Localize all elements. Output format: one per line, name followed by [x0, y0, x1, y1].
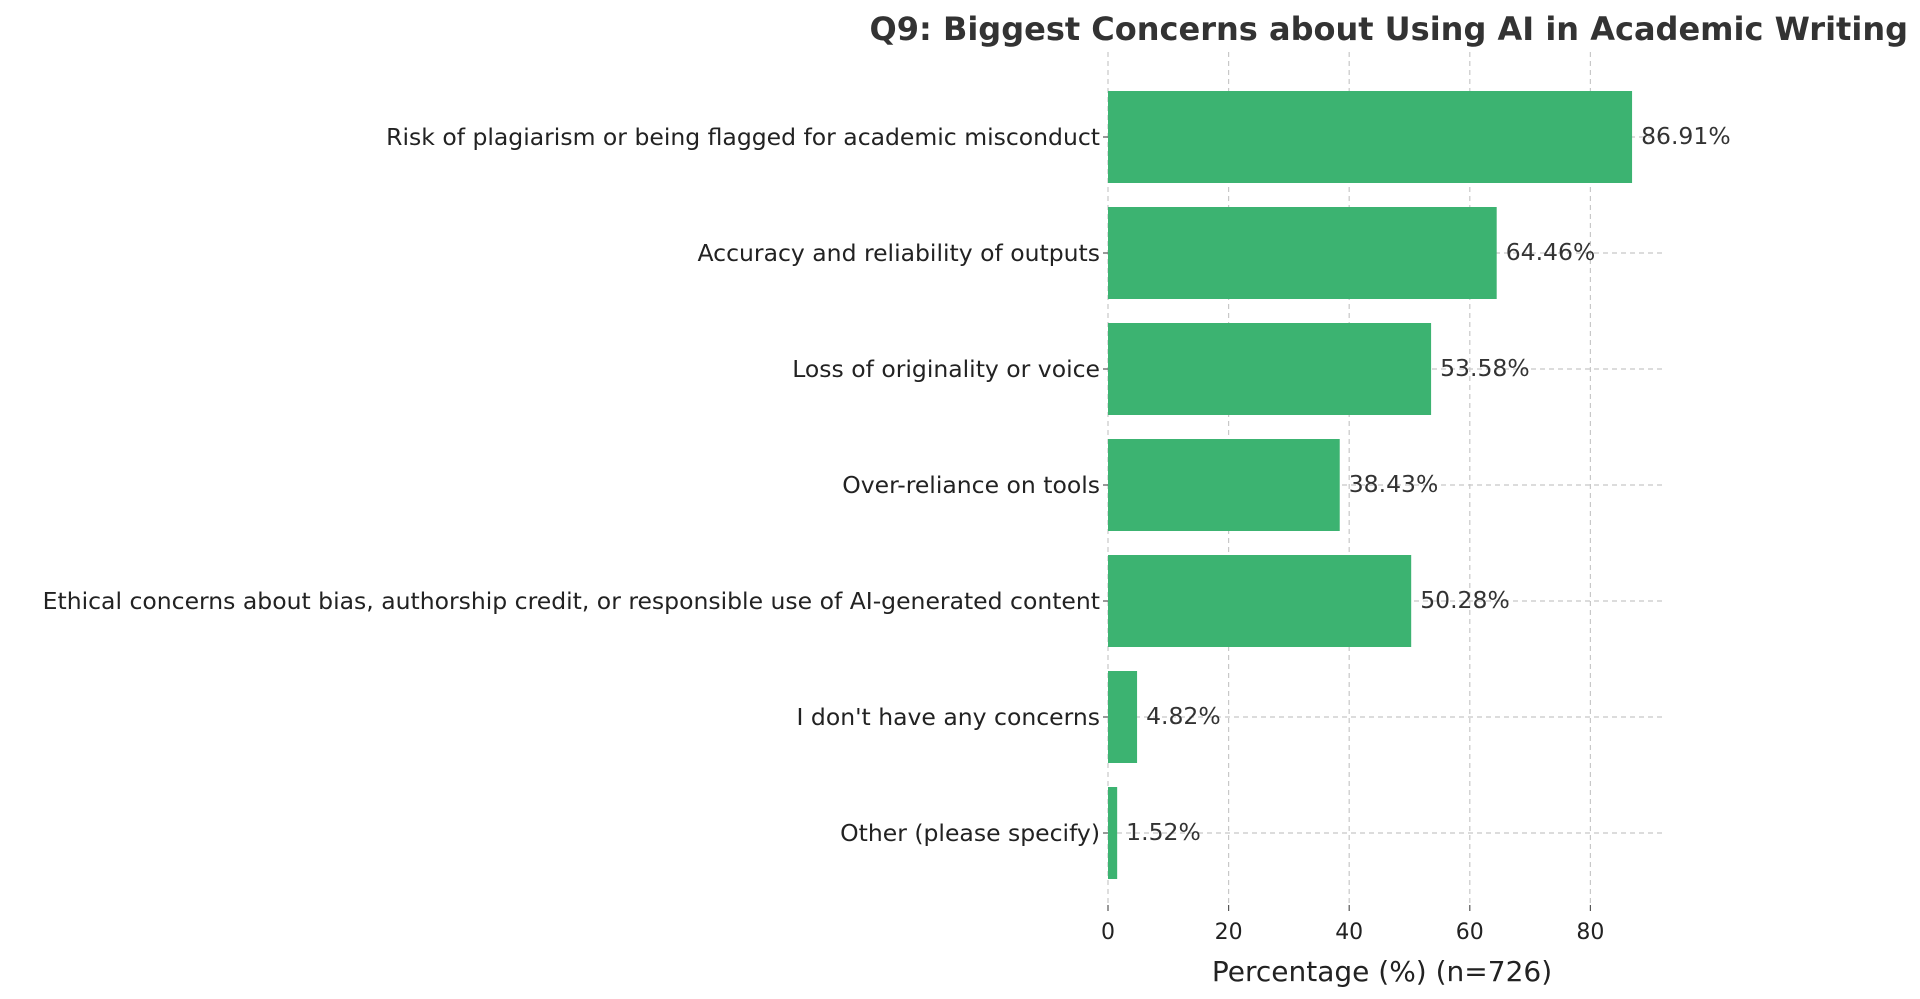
category-label: Over-reliance on tools	[842, 471, 1100, 499]
data-label: 1.52%	[1126, 818, 1201, 846]
x-tick-label: 80	[1576, 920, 1604, 945]
x-axis-label: Percentage (%) (n=726)	[1212, 955, 1552, 988]
x-tick-label: 0	[1101, 920, 1115, 945]
bar	[1108, 91, 1633, 183]
chart-title: Q9: Biggest Concerns about Using AI in A…	[870, 10, 1908, 48]
bar	[1108, 323, 1432, 415]
bar	[1108, 207, 1497, 299]
category-label: Risk of plagiarism or being flagged for …	[386, 123, 1100, 151]
category-label: I don't have any concerns	[797, 703, 1101, 731]
bar	[1108, 439, 1340, 531]
bar	[1108, 787, 1118, 879]
data-label: 38.43%	[1349, 470, 1439, 498]
bar	[1108, 555, 1412, 647]
x-tick-label: 40	[1335, 920, 1363, 945]
x-tick-label: 60	[1456, 920, 1484, 945]
category-label: Other (please specify)	[840, 819, 1100, 847]
bar-layer	[1108, 91, 1633, 879]
category-label: Accuracy and reliability of outputs	[698, 239, 1100, 267]
x-tick-label: 20	[1215, 920, 1243, 945]
data-label: 53.58%	[1440, 354, 1530, 382]
bar	[1108, 671, 1138, 763]
category-label: Ethical concerns about bias, authorship …	[43, 587, 1100, 615]
data-label: 64.46%	[1506, 238, 1596, 266]
label-layer: Risk of plagiarism or being flagged for …	[43, 122, 1731, 945]
data-label: 86.91%	[1641, 122, 1731, 150]
data-label: 4.82%	[1146, 702, 1221, 730]
category-label: Loss of originality or voice	[792, 355, 1100, 383]
data-label: 50.28%	[1420, 586, 1510, 614]
